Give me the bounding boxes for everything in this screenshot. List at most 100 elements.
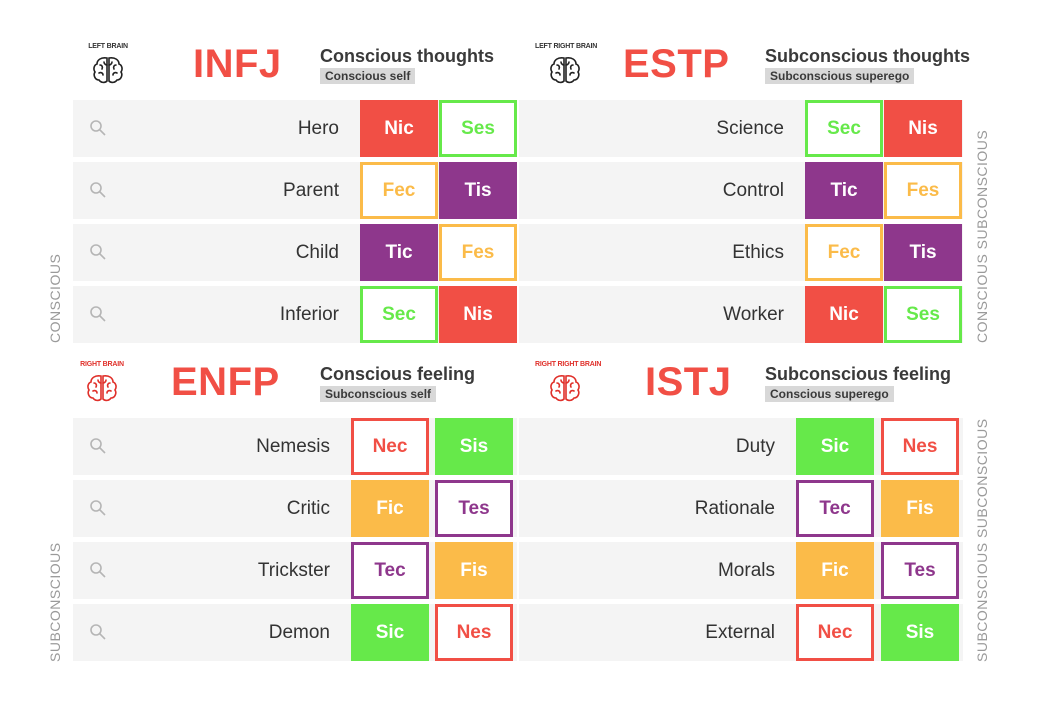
function-row[interactable]: Critic Fic Tes (73, 480, 517, 537)
quadrant-subtitle-tag: Conscious self (320, 68, 416, 84)
function-row[interactable]: Worker Nic Ses (519, 286, 963, 343)
type-code: ENFP (171, 360, 280, 404)
role-label: Parent (283, 180, 339, 201)
function-row[interactable]: Parent Fec Tis (73, 162, 517, 219)
function-cell-outline[interactable]: Tec (796, 480, 874, 537)
function-row[interactable]: Control Tic Fes (519, 162, 963, 219)
side-label-conscious: CONSCIOUS (47, 253, 63, 343)
search-icon[interactable] (89, 437, 107, 455)
function-row[interactable]: Ethics Fec Tis (519, 224, 963, 281)
function-cell-filled[interactable]: Fis (881, 480, 959, 537)
function-cell-outline[interactable]: Sec (360, 286, 438, 343)
brain-label: LEFT RIGHT BRAIN (535, 43, 598, 50)
brain-icon (72, 371, 132, 405)
search-icon[interactable] (89, 623, 107, 641)
function-cell-filled[interactable]: Tis (439, 162, 517, 219)
role-label: Morals (717, 560, 775, 581)
role-label: Hero (297, 118, 339, 139)
quadrant-subtitle-tag: Subconscious self (320, 386, 437, 402)
function-row[interactable]: Science Sec Nis (519, 100, 963, 157)
function-cell-outline[interactable]: Nes (881, 418, 959, 475)
role-label: Worker (723, 304, 784, 325)
role-label: Trickster (257, 560, 330, 581)
search-icon[interactable] (89, 305, 107, 323)
function-cell-outline[interactable]: Fes (884, 162, 962, 219)
function-cell-outline[interactable]: Fec (360, 162, 438, 219)
function-cell-filled[interactable]: Tic (360, 224, 438, 281)
function-cell-filled[interactable]: Nis (439, 286, 517, 343)
role-label: Child (295, 242, 339, 263)
brain-label: LEFT BRAIN (88, 43, 128, 50)
function-cell-outline[interactable]: Ses (439, 100, 517, 157)
function-row[interactable]: Morals Fic Tes (519, 542, 963, 599)
function-cell-filled[interactable]: Tis (884, 224, 962, 281)
type-code: ESTP (623, 42, 730, 86)
search-icon[interactable] (89, 499, 107, 517)
role-label: Science (716, 118, 784, 139)
brain-label: RIGHT RIGHT BRAIN (535, 361, 602, 368)
function-cell-filled[interactable]: Nic (805, 286, 883, 343)
brain-label: RIGHT BRAIN (80, 361, 124, 368)
quadrant-subtitle-tag: Subconscious superego (765, 68, 915, 84)
function-row[interactable]: Duty Sic Nes (519, 418, 963, 475)
function-row[interactable]: Rationale Tec Fis (519, 480, 963, 537)
role-label: Control (722, 180, 784, 201)
function-row[interactable]: Nemesis Nec Sis (73, 418, 517, 475)
brain-icon (535, 53, 595, 87)
search-icon[interactable] (89, 119, 107, 137)
quadrant-title: Conscious thoughts (320, 46, 494, 66)
role-label: Duty (735, 436, 775, 457)
function-row[interactable]: Demon Sic Nes (73, 604, 517, 661)
function-cell-outline[interactable]: Ses (884, 286, 962, 343)
function-row[interactable]: Child Tic Fes (73, 224, 517, 281)
function-cell-outline[interactable]: Fes (439, 224, 517, 281)
role-label: Nemesis (256, 436, 330, 457)
role-label: Rationale (694, 498, 775, 519)
function-cell-filled[interactable]: Sis (881, 604, 959, 661)
type-code: INFJ (193, 42, 282, 86)
function-cell-outline[interactable]: Tec (351, 542, 429, 599)
function-cell-filled[interactable]: Nis (884, 100, 962, 157)
function-cell-filled[interactable]: Sic (796, 418, 874, 475)
function-cell-filled[interactable]: Tic (805, 162, 883, 219)
search-icon[interactable] (89, 561, 107, 579)
function-cell-filled[interactable]: Fis (435, 542, 513, 599)
function-cell-outline[interactable]: Nec (351, 418, 429, 475)
function-row[interactable]: Trickster Tec Fis (73, 542, 517, 599)
brain-icon (535, 371, 595, 405)
brain-badge: RIGHT RIGHT BRAIN (535, 361, 602, 405)
role-label: Demon (268, 622, 330, 643)
function-cell-outline[interactable]: Fec (805, 224, 883, 281)
quadrant-title: Conscious feeling (320, 364, 476, 384)
function-cell-outline[interactable]: Tes (435, 480, 513, 537)
role-label: Critic (286, 498, 330, 519)
function-cell-filled[interactable]: Nic (360, 100, 438, 157)
role-label: External (705, 622, 775, 643)
role-label: Inferior (279, 304, 339, 325)
function-row[interactable]: Inferior Sec Nis (73, 286, 517, 343)
quadrant-title: Subconscious thoughts (765, 46, 970, 66)
brain-badge: RIGHT BRAIN (72, 361, 132, 405)
role-label: Ethics (732, 242, 784, 263)
function-row[interactable]: Hero Nic Ses (73, 100, 517, 157)
function-cell-filled[interactable]: Sis (435, 418, 513, 475)
quadrant-subtitle-tag: Conscious superego (765, 386, 894, 402)
function-cell-outline[interactable]: Nes (435, 604, 513, 661)
function-cell-outline[interactable]: Nec (796, 604, 874, 661)
function-cell-filled[interactable]: Sic (351, 604, 429, 661)
function-cell-outline[interactable]: Sec (805, 100, 883, 157)
search-icon[interactable] (89, 181, 107, 199)
side-label-conscious-subconscious: CONSCIOUS SUBCONSCIOUS (974, 129, 990, 343)
search-icon[interactable] (89, 243, 107, 261)
brain-badge: LEFT RIGHT BRAIN (535, 43, 598, 87)
brain-icon (78, 53, 138, 87)
function-cell-filled[interactable]: Fic (351, 480, 429, 537)
type-code: ISTJ (645, 360, 732, 404)
brain-badge: LEFT BRAIN (78, 43, 138, 87)
function-row[interactable]: External Nec Sis (519, 604, 963, 661)
side-label-subconscious-subconscious: SUBCONSCIOUS SUBCONSCIOUS (974, 418, 990, 662)
function-cell-filled[interactable]: Fic (796, 542, 874, 599)
function-cell-outline[interactable]: Tes (881, 542, 959, 599)
quadrant-title: Subconscious feeling (765, 364, 952, 384)
side-label-subconscious: SUBCONSCIOUS (47, 542, 63, 662)
